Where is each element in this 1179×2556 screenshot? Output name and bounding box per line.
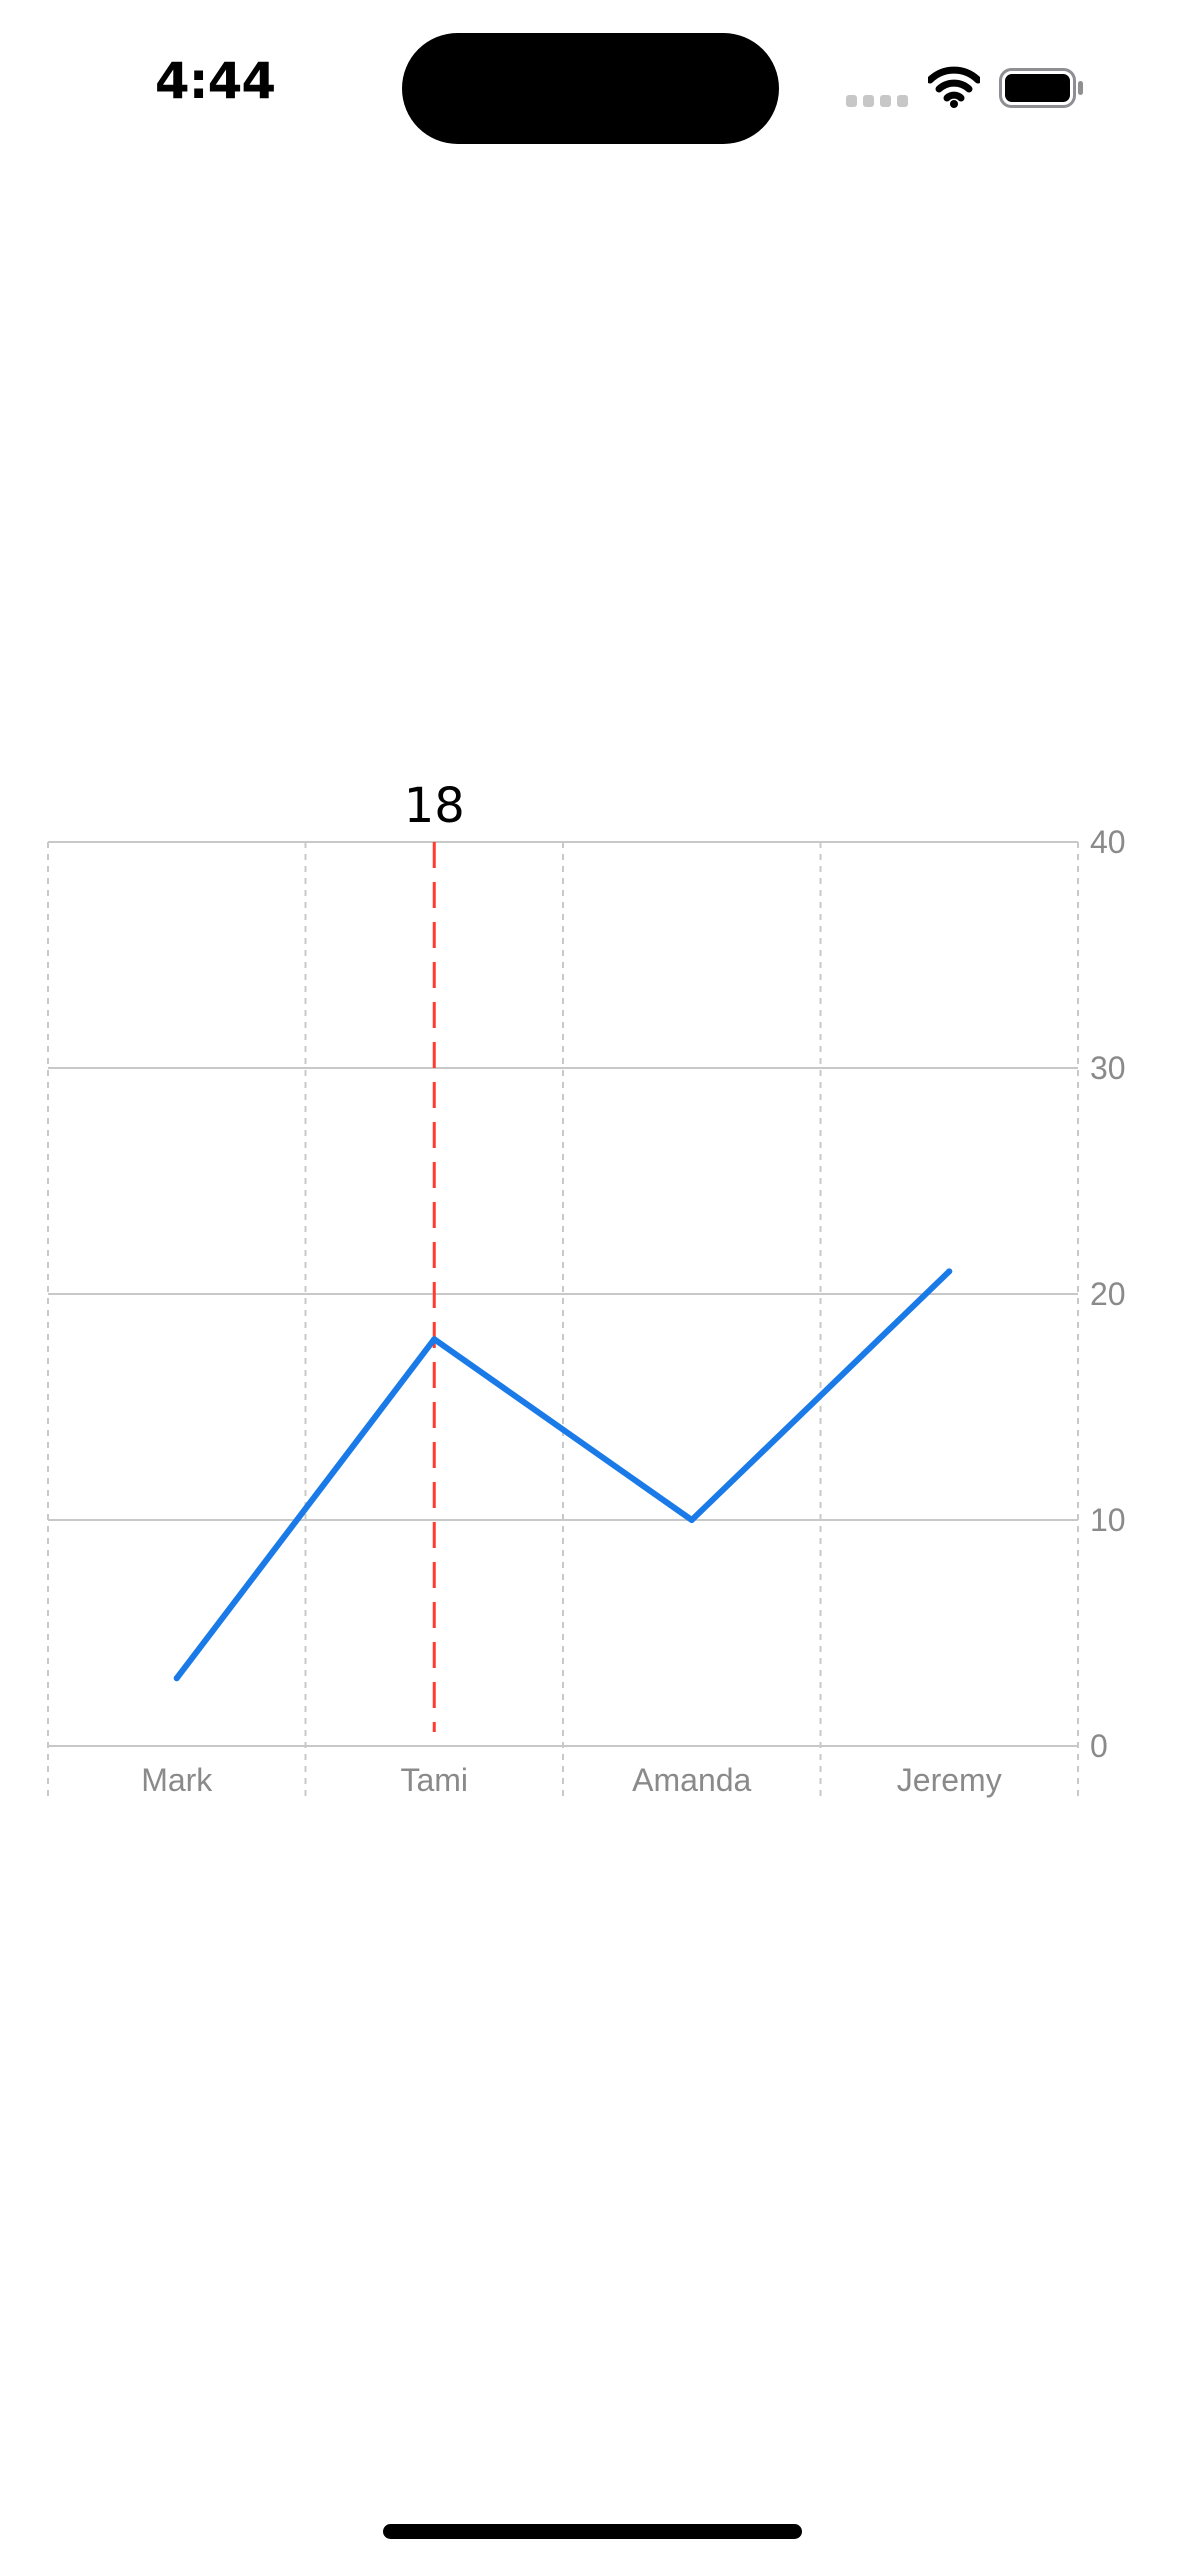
x-tick-label: Tami <box>400 1762 468 1798</box>
x-tick-label: Jeremy <box>897 1762 1002 1798</box>
data-point <box>688 1517 695 1523</box>
y-tick-label: 0 <box>1090 1728 1108 1764</box>
data-point <box>946 1268 953 1275</box>
y-tick-label: 30 <box>1090 1050 1126 1086</box>
y-tick-label: 40 <box>1090 824 1126 860</box>
cellular-signal-icon <box>846 95 908 107</box>
series-line <box>173 1268 953 1682</box>
dynamic-island <box>402 33 779 144</box>
line-chart[interactable]: 0 10 20 30 40 Mark Tami Amanda Jeremy 18 <box>0 760 1179 1820</box>
x-tick-label: Amanda <box>632 1762 751 1798</box>
x-tick-label: Mark <box>141 1762 213 1798</box>
data-point <box>173 1675 180 1682</box>
y-tick-label: 20 <box>1090 1276 1126 1312</box>
selection-annotation: 18 <box>404 778 465 834</box>
status-bar: 4:44 <box>0 0 1179 160</box>
wifi-icon <box>928 66 980 108</box>
y-tick-label: 10 <box>1090 1502 1126 1538</box>
battery-icon <box>999 68 1083 108</box>
status-time: 4:44 <box>154 52 276 110</box>
line-chart-svg: 0 10 20 30 40 Mark Tami Amanda Jeremy 18 <box>47 778 1126 1800</box>
data-point <box>431 1336 438 1343</box>
home-indicator[interactable] <box>383 2524 802 2539</box>
